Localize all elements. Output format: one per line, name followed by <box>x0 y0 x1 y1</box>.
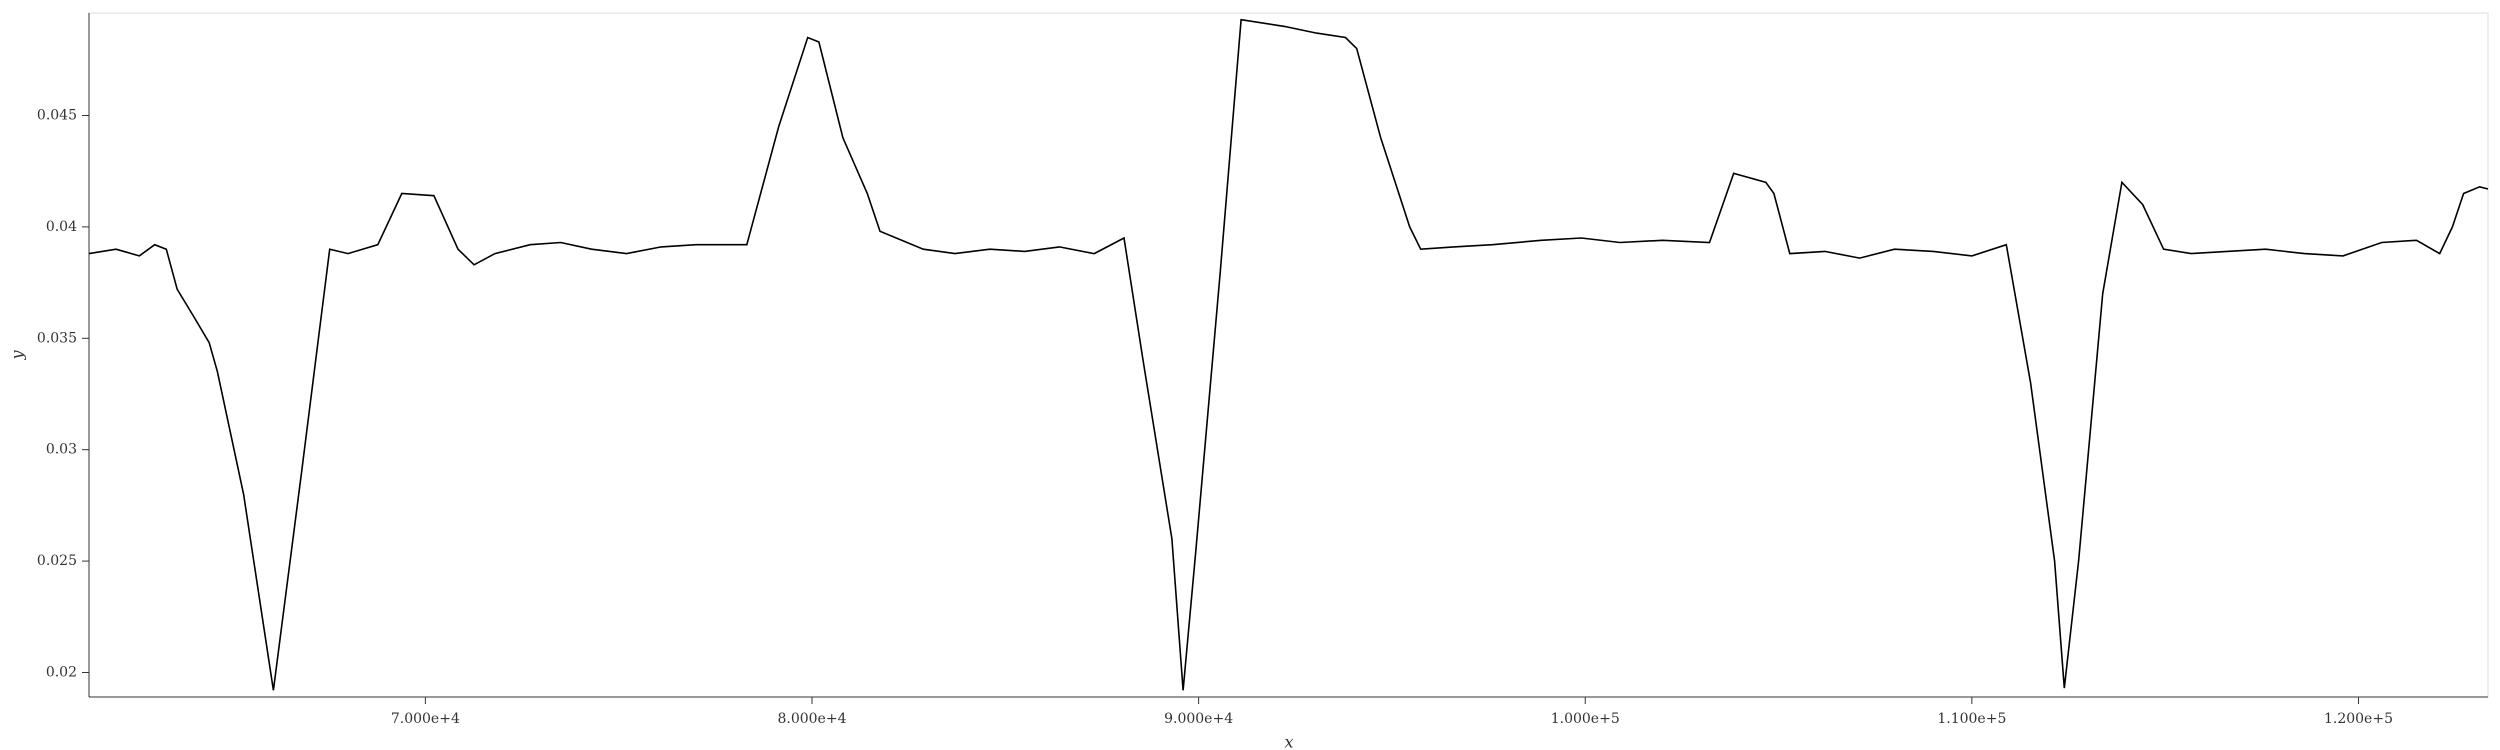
x-tick-label: 1.200e+5 <box>2324 711 2393 727</box>
x-tick-label: 8.000e+4 <box>777 711 846 727</box>
x-tick-label: 7.000e+4 <box>391 711 460 727</box>
y-tick-label: 0.045 <box>37 107 77 123</box>
x-tick-label: 1.100e+5 <box>1937 711 2006 727</box>
plot-frame <box>88 12 2489 698</box>
x-axis-label: x <box>1284 733 1293 750</box>
y-tick-label: 0.03 <box>46 442 77 458</box>
y-tick-label: 0.02 <box>46 664 77 680</box>
data-line <box>88 18 2489 691</box>
y-tick-label: 0.04 <box>46 219 77 235</box>
y-axis-label: y <box>8 350 27 361</box>
x-tick-label: 1.000e+5 <box>1551 711 1620 727</box>
y-tick-label: 0.025 <box>37 553 77 569</box>
x-tick-label: 9.000e+4 <box>1164 711 1233 727</box>
y-tick-label: 0.035 <box>37 330 77 346</box>
